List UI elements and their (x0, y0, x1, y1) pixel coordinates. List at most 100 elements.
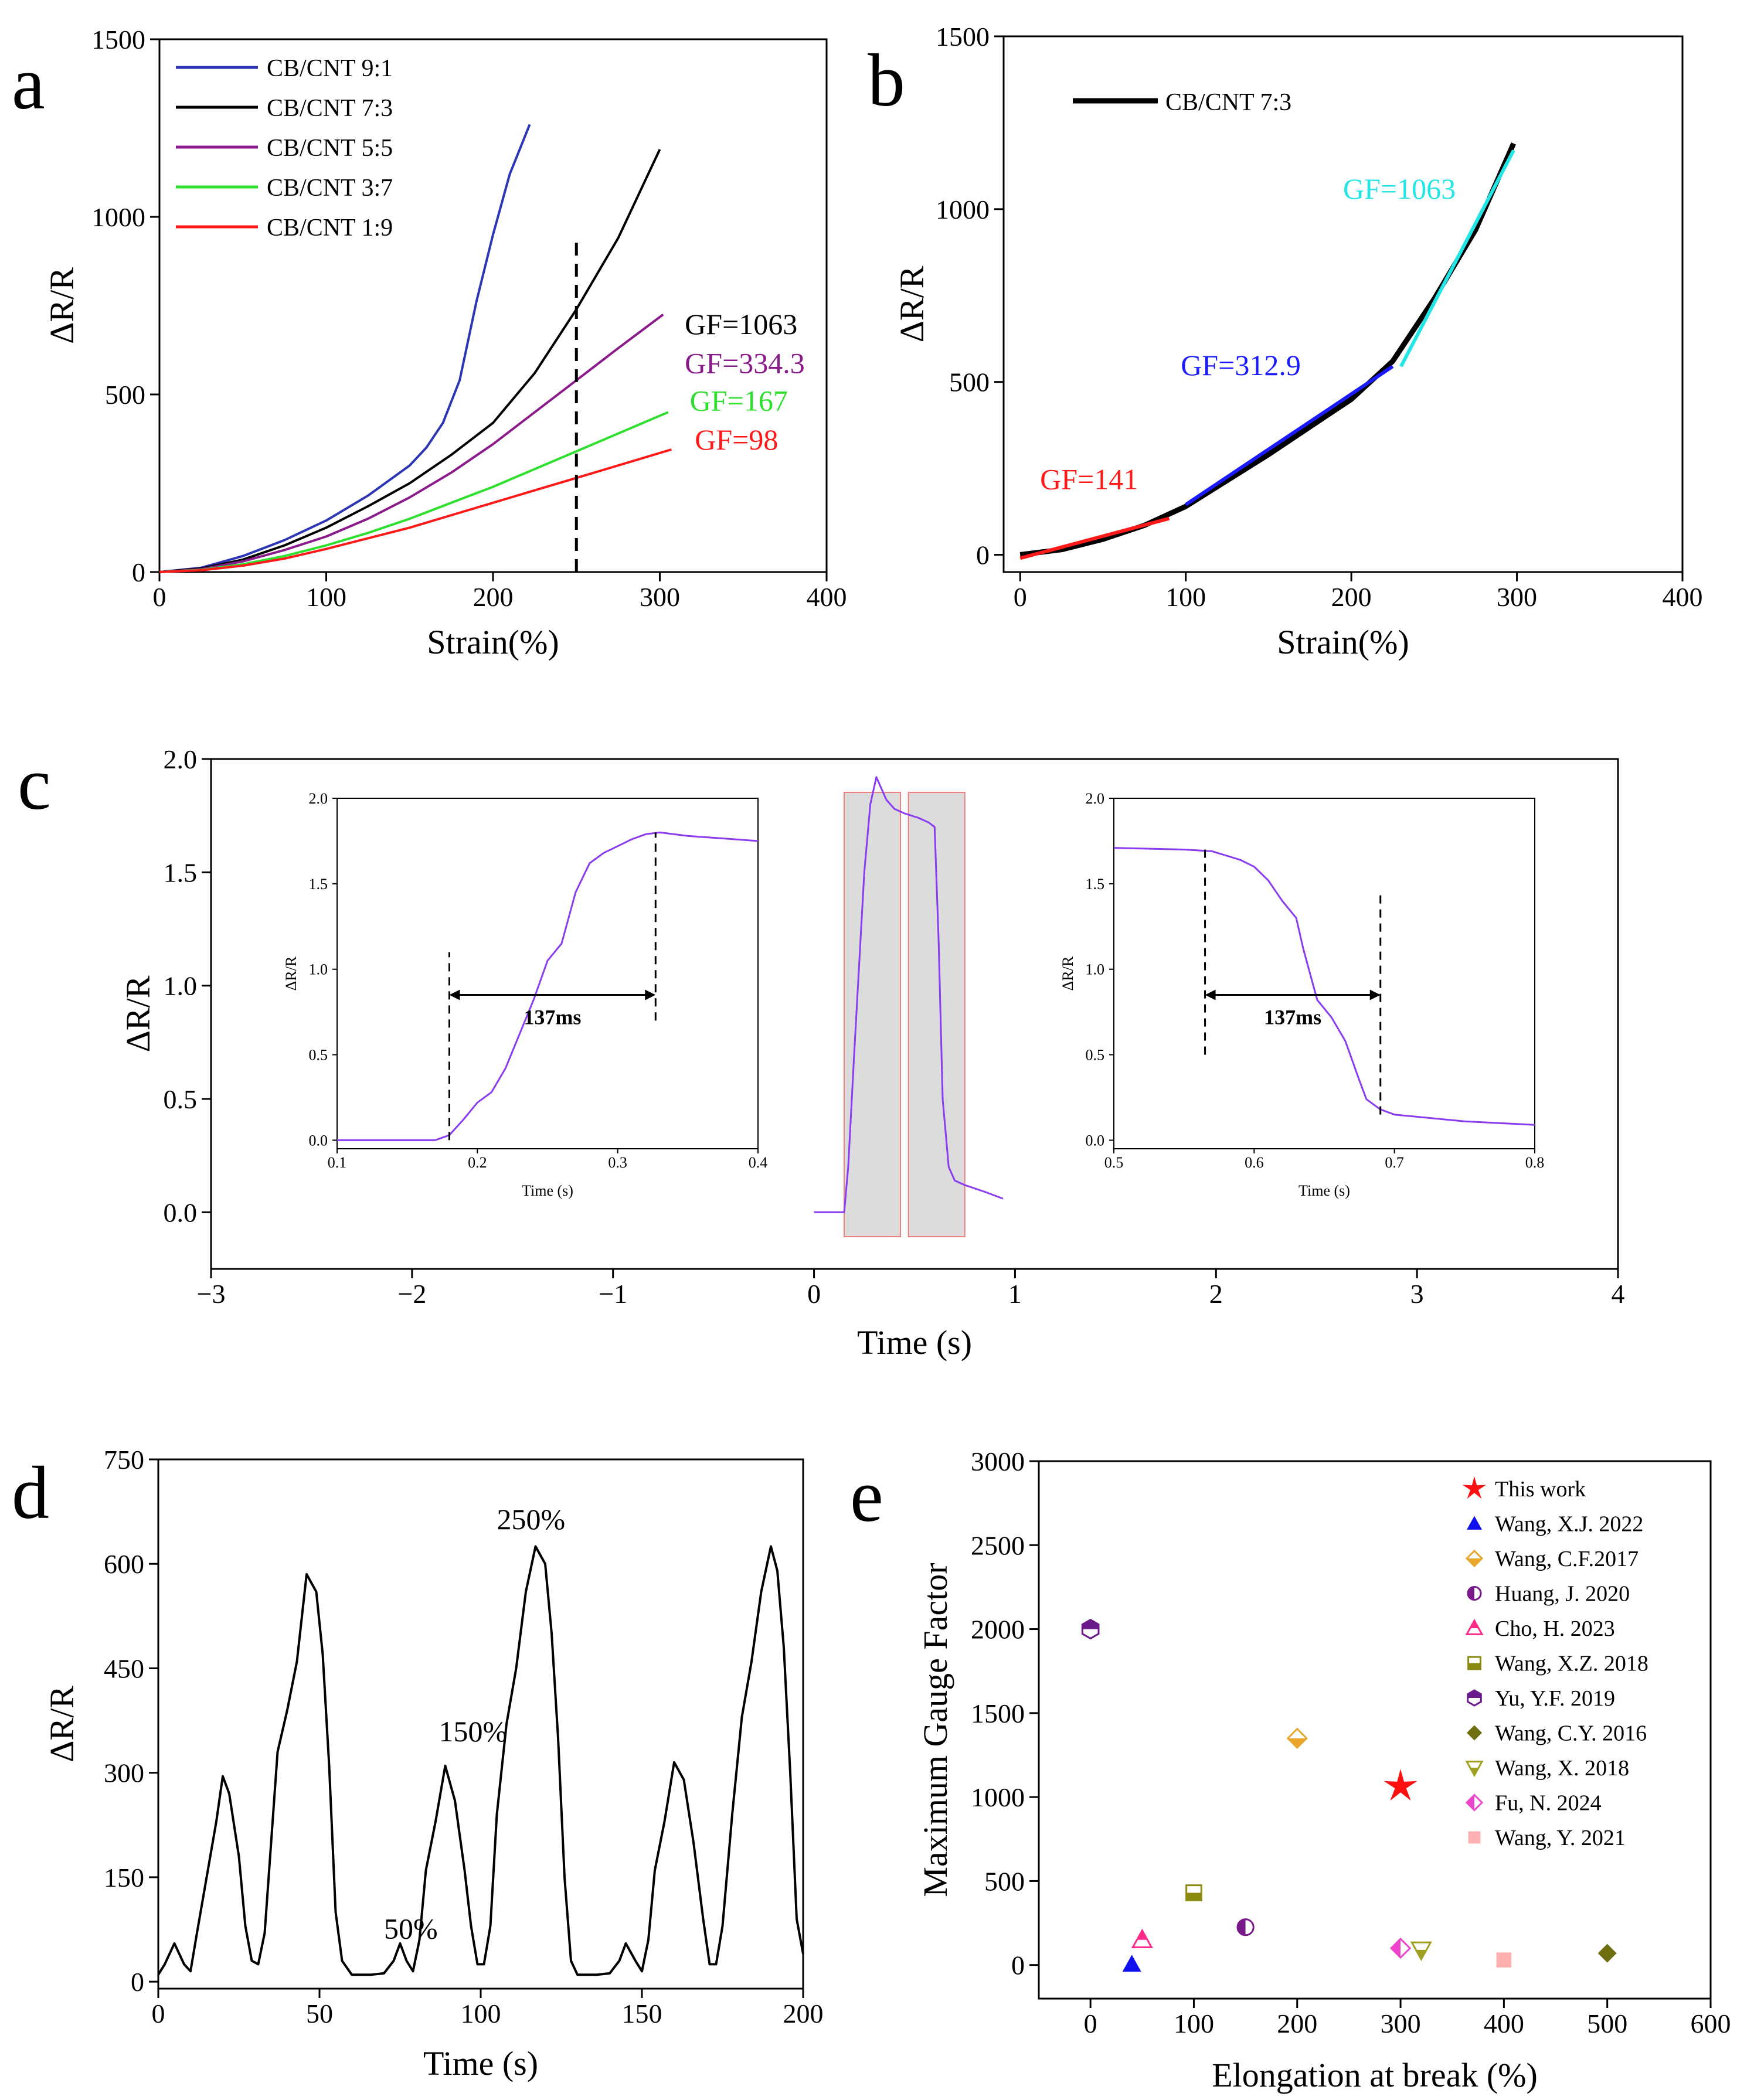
y-tick-label: 450 (104, 1653, 144, 1683)
inset-x-label: Time (s) (522, 1182, 573, 1199)
x-axis-label: Time (s) (857, 1323, 972, 1362)
x-tick-label: 0.7 (1385, 1154, 1404, 1171)
plot-frame (1002, 35, 1684, 573)
x-tick-label: 200 (1331, 582, 1372, 612)
y-tick-label: 150 (104, 1863, 144, 1893)
panel-e: e 0 100 200 300 400 500 600 0 500 1000 1500 2000 250… (850, 1446, 1731, 2094)
inset-y-label: ΔR/R (283, 956, 300, 991)
x-tick-label: 0.6 (1245, 1154, 1264, 1171)
y-tick-label: 1500 (936, 22, 990, 52)
x-tick-label: 0.1 (328, 1154, 347, 1171)
x-axis-label: Strain(%) (427, 623, 559, 661)
x-tick-label: 0.4 (749, 1154, 768, 1171)
panel-b-label: b (868, 39, 905, 122)
plot-frame (158, 38, 828, 573)
x-tick-label: 400 (1663, 582, 1703, 612)
amplitude-annotation: 250% (497, 1503, 566, 1536)
gf-annotation: GF=98 (695, 423, 778, 456)
x-tick-label: −1 (599, 1279, 627, 1309)
legend-label: CB/CNT 5:5 (267, 135, 393, 162)
gf-annotation: GF=1063 (1343, 172, 1456, 205)
marker-fill (1470, 1768, 1479, 1775)
marker-star (1384, 1769, 1418, 1801)
legend-label: Yu, Y.F. 2019 (1495, 1686, 1615, 1711)
panel-b: b 0 100 200 300 400 0 500 1000 1500 Strain(%) ΔR/R… (868, 22, 1703, 661)
x-tick-label: 300 (1381, 2009, 1421, 2038)
x-tick-label: 100 (306, 582, 346, 612)
marker-fill (1287, 1738, 1307, 1748)
marker-fill (1186, 1893, 1202, 1901)
inset-background (337, 798, 758, 1149)
panel-d-label: d (12, 1451, 49, 1534)
marker-triangle-down-half (1410, 1941, 1432, 1961)
x-tick-label: 100 (461, 1999, 501, 2028)
y-tick-label: 1500 (91, 25, 145, 55)
interval-label: 137ms (524, 1005, 581, 1029)
y-tick-label: 500 (984, 1866, 1025, 1896)
inset-background (1114, 798, 1535, 1149)
arrow-head-right (1369, 989, 1381, 1000)
y-tick-label: 0.0 (164, 1197, 198, 1227)
legend-label: CB/CNT 3:7 (267, 175, 393, 202)
inset-1: 0.1 0.2 0.3 0.4 0.0 0.5 1.0 1.5 2.0 Time (s) ΔR/R 1… (283, 790, 767, 1199)
panel-a: a 0 100 200 300 400 0 500 1000 1500 Strain(%) ΔR/R… (12, 25, 847, 661)
y-tick-label: 0.5 (164, 1084, 198, 1114)
y-axis-label: Maximum Gauge Factor (916, 1563, 954, 1897)
y-tick-label: 600 (104, 1549, 144, 1579)
y-tick-label: 0 (131, 1967, 144, 1997)
marker-fill (1467, 1558, 1482, 1566)
gf-annotation: GF=1063 (685, 308, 797, 341)
marker-square (1496, 1952, 1512, 1968)
plot-frame (336, 798, 759, 1149)
y-tick-label: 0 (1011, 1951, 1025, 1980)
x-tick-label: 400 (1484, 2009, 1524, 2038)
arrow-head-left (1205, 989, 1216, 1000)
x-tick-label: 600 (1691, 2009, 1731, 2038)
legend-label: Wang, X.Z. 2018 (1495, 1652, 1648, 1676)
y-tick-label: 1.0 (164, 971, 198, 1001)
y-tick-label: 500 (949, 367, 990, 397)
y-tick-label: 0.0 (1086, 1132, 1105, 1149)
series-line (159, 448, 672, 573)
plot-frame (1038, 1460, 1712, 2000)
y-tick-label: 3000 (971, 1446, 1025, 1476)
marker-fill (1467, 1690, 1481, 1698)
series-line (159, 411, 669, 573)
marker-square (1468, 1831, 1481, 1844)
x-tick-label: 200 (473, 582, 514, 612)
y-tick-label: 0.5 (309, 1047, 328, 1064)
marker-diamond-half (1286, 1727, 1308, 1749)
y-tick-label: 1000 (971, 1782, 1025, 1812)
legend-label: Wang, Y. 2021 (1495, 1826, 1626, 1850)
marker-hexagon-half (1467, 1689, 1482, 1707)
amplitude-annotation: 150% (439, 1715, 508, 1748)
x-tick-label: 4 (1612, 1279, 1625, 1309)
legend-label: Fu, N. 2024 (1495, 1791, 1602, 1816)
y-tick-label: 0.5 (1086, 1047, 1105, 1064)
y-tick-label: 2500 (971, 1530, 1025, 1560)
y-tick-label: 0 (132, 557, 145, 587)
x-tick-label: 200 (783, 1999, 824, 2028)
legend-label: Cho, H. 2023 (1495, 1616, 1615, 1641)
y-tick-label: 1.0 (1086, 961, 1105, 978)
x-tick-label: 150 (622, 1999, 662, 2028)
amplitude-annotation: 50% (384, 1912, 438, 1945)
y-tick-label: 1000 (936, 195, 990, 224)
y-tick-label: 1.5 (164, 857, 198, 887)
marker-triangle-half (1465, 1618, 1484, 1635)
x-tick-label: 3 (1410, 1279, 1424, 1309)
y-tick-label: 2000 (971, 1615, 1025, 1645)
inset-curve (1113, 847, 1535, 1126)
plot-frame (210, 758, 1619, 1270)
marker-circle-half (1236, 1918, 1255, 1936)
legend-label: CB/CNT 9:1 (267, 55, 393, 82)
marker-square-half (1185, 1884, 1202, 1901)
x-axis-label: Strain(%) (1277, 623, 1409, 661)
panel-c: c −3 −2 −1 0 1 2 3 4 0.0 0.5 1.0 1.5 2.0 Time (s) ΔR/R… (18, 742, 1625, 1362)
marker-star (1462, 1476, 1487, 1499)
y-tick-label: 500 (105, 380, 145, 410)
marker-diamond-lefthalf (1465, 1793, 1484, 1812)
x-tick-label: 0 (1084, 2009, 1097, 2038)
inset-2: 0.5 0.6 0.7 0.8 0.0 0.5 1.0 1.5 2.0 Time (s) ΔR/R 1… (1059, 790, 1544, 1199)
